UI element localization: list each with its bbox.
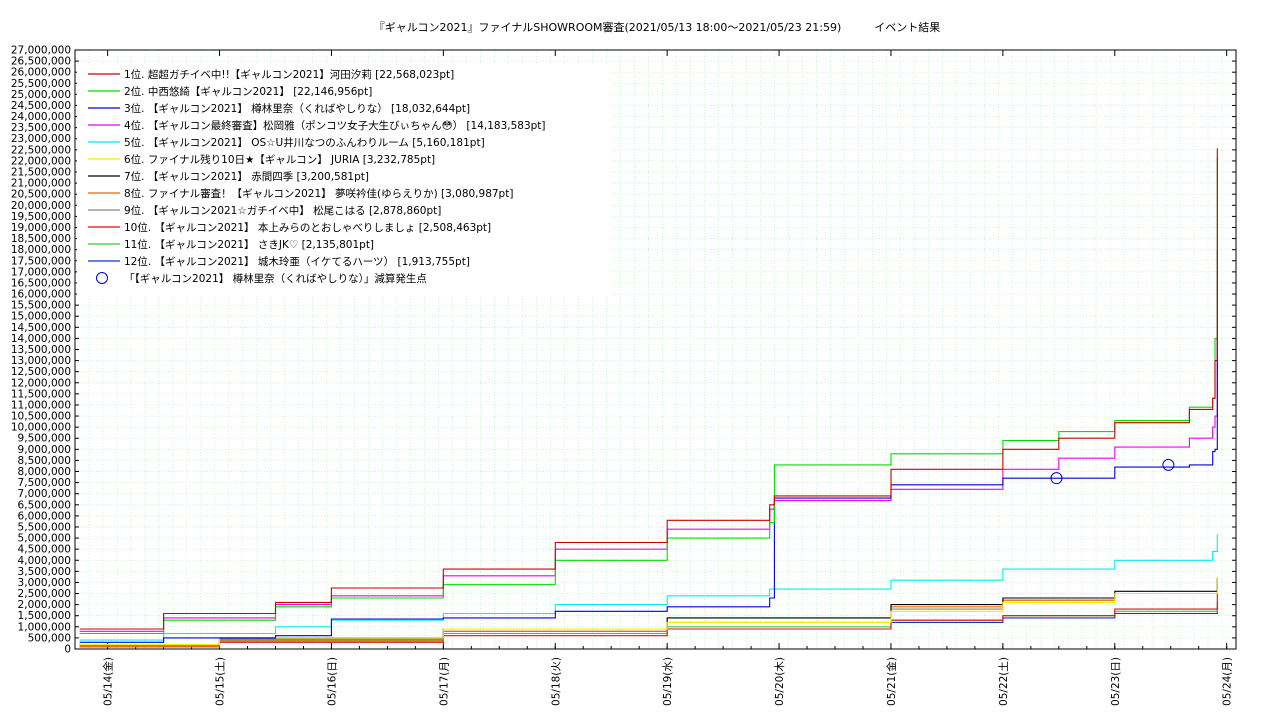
x-tick-label: 05/23(日) [1110, 657, 1122, 706]
series-line [79, 593, 1218, 648]
y-tick-label: 2,500,000 [18, 588, 71, 600]
y-tick-label: 18,500,000 [11, 233, 71, 245]
y-tick-label: 1,000,000 [18, 621, 71, 633]
y-tick-label: 20,500,000 [11, 189, 71, 201]
legend-label: 10位. 【ギャルコン2021】 本上みらのとおしゃべりしましょ [2,508,… [124, 221, 491, 234]
series-line [79, 534, 1218, 641]
y-tick-label: 15,500,000 [11, 300, 71, 312]
y-tick-label: 20,000,000 [11, 200, 71, 212]
legend-label: 1位. 超超ガチイベ中!!【ギャルコン2021】河田汐莉 [22,568,023… [124, 68, 454, 81]
x-axis: 05/14(金) 05/15(土) 05/16(日) 05/17(月) 05/18(火)… [102, 50, 1234, 706]
y-tick-label: 10,000,000 [11, 422, 71, 434]
x-tick-label: 05/22(土) [997, 657, 1010, 706]
y-tick-label: 14,500,000 [11, 322, 71, 334]
series-line [79, 148, 1218, 630]
y-tick-label: 18,000,000 [11, 244, 71, 256]
y-tick-label: 23,000,000 [11, 133, 71, 145]
y-tick-label: 11,000,000 [11, 399, 71, 411]
x-tick-label: 05/21(金) [885, 657, 898, 706]
y-tick-label: 24,000,000 [11, 111, 71, 123]
y-axis: 0500,0001,000,0001,500,0002,000,0002,500… [11, 45, 1236, 656]
y-tick-label: 16,500,000 [11, 277, 71, 289]
subtraction-marker [1162, 458, 1175, 471]
y-tick-label: 25,000,000 [11, 89, 71, 101]
y-tick-label: 12,000,000 [11, 377, 71, 389]
legend-label: 7位. 【ギャルコン2021】 赤間四季 [3,200,581pt] [124, 170, 369, 183]
y-tick-label: 2,000,000 [18, 599, 71, 611]
y-tick-label: 24,500,000 [11, 100, 71, 112]
y-tick-label: 13,500,000 [11, 344, 71, 356]
series-line [79, 157, 1218, 635]
y-tick-label: 9,000,000 [18, 444, 71, 456]
y-tick-label: 7,000,000 [18, 488, 71, 500]
legend-marker-label: 「【ギャルコン2021】 樽林里奈（くればやしりな）」減算発生点 [124, 272, 427, 285]
y-tick-label: 21,500,000 [11, 167, 71, 179]
legend-label: 11位. 【ギャルコン2021】 さきJK♡ [2,135,801pt] [124, 238, 374, 251]
y-tick-label: 26,000,000 [11, 67, 71, 79]
y-tick-label: 19,000,000 [11, 222, 71, 234]
x-tick-label: 05/16(日) [326, 657, 338, 706]
y-tick-label: 15,000,000 [11, 311, 71, 323]
series-line [79, 248, 1218, 643]
legend-label: 8位. ファイナル審査！【ギャルコン2021】 夢咲衿佳(ゆらえりか) [3,0… [124, 187, 513, 200]
y-tick-label: 27,000,000 [11, 45, 71, 57]
y-tick-label: 12,500,000 [11, 366, 71, 378]
y-tick-label: 26,500,000 [11, 56, 71, 68]
series-line [79, 577, 1218, 646]
y-tick-label: 6,000,000 [18, 510, 71, 522]
legend-label: 5位. 【ギャルコン2021】 OS☆U井川なつのふんわりルーム [5,160,… [124, 136, 485, 149]
y-tick-label: 22,500,000 [11, 144, 71, 156]
legend: 1位. 超超ガチイベ中!!【ギャルコン2021】河田汐莉 [22,568,023… [77, 64, 610, 296]
x-tick-label: 05/19(水) [662, 657, 674, 706]
x-tick-label: 05/18(火) [550, 657, 562, 706]
legend-label: 2位. 中西悠綺【ギャルコン2021】 [22,146,956pt] [124, 85, 372, 98]
y-tick-label: 17,500,000 [11, 255, 71, 267]
y-tick-label: 23,500,000 [11, 122, 71, 134]
y-tick-label: 4,500,000 [18, 544, 71, 556]
x-tick-label: 05/15(土) [214, 657, 227, 706]
y-tick-label: 8,500,000 [18, 455, 71, 467]
x-tick-label: 05/20(木) [774, 657, 786, 706]
x-tick-label: 05/14(金) [102, 657, 115, 706]
y-tick-label: 21,000,000 [11, 178, 71, 190]
legend-marker-swatch [96, 272, 108, 284]
y-tick-label: 7,500,000 [18, 477, 71, 489]
marker-layer [1050, 458, 1175, 485]
x-tick-label: 05/24(月) [1222, 657, 1234, 706]
y-tick-label: 3,000,000 [18, 577, 71, 589]
y-tick-label: 17,000,000 [11, 266, 71, 278]
y-tick-label: 8,000,000 [18, 466, 71, 478]
legend-label: 6位. ファイナル残り10日★【ギャルコン】 JURIA [3,232,785p… [124, 153, 435, 166]
legend-label: 12位. 【ギャルコン2021】 城木玲亜（イケてるハーツ） [1,913,75… [124, 255, 470, 268]
y-tick-label: 10,500,000 [11, 411, 71, 423]
legend-label: 3位. 【ギャルコン2021】 樽林里奈（くればやしりな） [18,032,64… [124, 102, 470, 115]
x-tick-label: 05/17(月) [438, 657, 450, 706]
legend-label: 9位. 【ギャルコン2021☆ガチイベ中】 松尾こはる [2,878,860pt… [124, 204, 441, 217]
subtraction-marker [1050, 472, 1063, 485]
y-tick-label: 6,500,000 [18, 499, 71, 511]
y-tick-label: 4,000,000 [18, 555, 71, 567]
y-tick-label: 500,000 [28, 632, 71, 644]
y-tick-label: 9,500,000 [18, 433, 71, 445]
y-tick-label: 16,000,000 [11, 289, 71, 301]
y-tick-label: 0 [64, 644, 71, 656]
y-tick-label: 13,000,000 [11, 355, 71, 367]
legend-label: 4位. 【ギャルコン最終審査】松岡雅（ポンコツ女子大生びぃちゃん😳） [14,1… [124, 119, 546, 132]
y-tick-label: 25,500,000 [11, 78, 71, 90]
series-layer [79, 148, 1218, 648]
y-tick-label: 3,500,000 [18, 566, 71, 578]
legend-box [77, 64, 610, 296]
y-tick-label: 11,500,000 [11, 388, 71, 400]
y-tick-label: 5,500,000 [18, 521, 71, 533]
y-tick-label: 22,000,000 [11, 155, 71, 167]
y-tick-label: 5,000,000 [18, 533, 71, 545]
chart-title: 『ギャルコン2021』ファイナルSHOWROOM審査(2021/05/13 18… [374, 20, 941, 34]
y-tick-label: 1,500,000 [18, 610, 71, 622]
y-tick-label: 14,000,000 [11, 333, 71, 345]
y-tick-label: 19,500,000 [11, 211, 71, 223]
